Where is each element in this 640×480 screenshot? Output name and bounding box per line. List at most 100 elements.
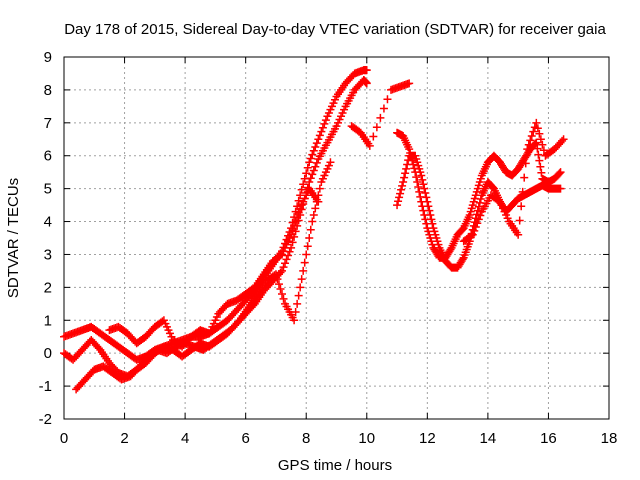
data-point [318, 123, 327, 132]
data-point [535, 129, 544, 138]
series-track-5 [347, 79, 414, 150]
data-point [400, 173, 409, 182]
y-tick-label: 9 [44, 49, 52, 66]
data-point [297, 185, 306, 194]
data-point [312, 139, 321, 148]
data-point [314, 197, 323, 206]
data-point [468, 230, 477, 239]
x-axis-title: GPS time / hours [278, 457, 392, 474]
data-point [362, 66, 371, 75]
data-point [414, 182, 423, 191]
data-point [539, 146, 548, 155]
data-point [315, 184, 324, 193]
data-point [401, 169, 410, 178]
data-point [372, 123, 381, 132]
y-tick-label: 3 [44, 246, 52, 263]
data-point [517, 202, 526, 211]
series-track-8 [459, 118, 568, 246]
data-point [326, 158, 335, 167]
data-point [379, 104, 388, 113]
data-point [526, 136, 535, 145]
data-point [415, 187, 424, 196]
data-point [305, 234, 314, 242]
data-point [555, 169, 564, 178]
data-point [303, 242, 312, 251]
x-tick-label: 4 [181, 430, 189, 447]
data-point [274, 280, 283, 289]
data-point [423, 197, 432, 206]
data-point [276, 285, 285, 294]
data-point [309, 210, 318, 219]
x-tick-label: 12 [419, 430, 436, 447]
data-point [405, 79, 414, 88]
data-point [533, 124, 542, 133]
y-tick-label: 6 [44, 148, 52, 165]
data-point [309, 166, 318, 175]
data-point [559, 135, 568, 144]
data-point [312, 158, 321, 167]
data-point [538, 140, 547, 149]
data-point [294, 208, 303, 217]
data-point [288, 226, 297, 235]
data-point [395, 193, 404, 202]
data-point [281, 259, 290, 268]
data-point [306, 154, 315, 163]
data-point [556, 184, 565, 193]
data-point [421, 189, 430, 198]
data-point [365, 141, 374, 150]
data-point [419, 180, 428, 189]
data-point [420, 184, 429, 193]
data-point [287, 230, 296, 239]
data-point [535, 156, 544, 165]
data-point [288, 238, 297, 247]
data-point [291, 217, 300, 226]
data-point [290, 316, 299, 325]
data-point [527, 131, 536, 140]
data-point [556, 168, 565, 177]
data-point [521, 159, 530, 168]
data-point [369, 132, 378, 141]
data-point [476, 211, 485, 220]
data-point [422, 193, 431, 202]
data-point [520, 173, 529, 182]
data-point [293, 213, 302, 222]
y-tick-label: 8 [44, 82, 52, 99]
data-point [308, 217, 317, 226]
data-point [308, 170, 317, 179]
data-point [470, 226, 479, 235]
ticks [63, 56, 610, 420]
data-point [537, 168, 546, 177]
data-point [303, 163, 312, 172]
data-point [536, 135, 545, 144]
data-point [314, 135, 323, 144]
data-point [305, 158, 314, 167]
data-point [376, 113, 385, 122]
data-point [302, 169, 311, 178]
data-point [534, 150, 543, 159]
data-point [294, 291, 303, 300]
x-tick-label: 8 [302, 430, 310, 447]
x-tick-label: 18 [601, 430, 618, 447]
data-point [299, 180, 308, 189]
data-point [474, 215, 483, 224]
data-point [293, 299, 302, 308]
data-point [284, 251, 293, 260]
data-point [273, 275, 282, 284]
series-track-1 [60, 66, 371, 364]
data-point [515, 216, 524, 225]
data-point [383, 95, 392, 104]
data-point [276, 268, 285, 277]
y-tick-label: -1 [39, 378, 52, 395]
data-point [536, 162, 545, 171]
data-point [404, 156, 413, 165]
data-point [282, 255, 291, 264]
data-point [317, 127, 326, 136]
data-point [290, 221, 299, 230]
data-point [476, 195, 485, 204]
data-point [306, 174, 315, 183]
data-point [412, 173, 421, 182]
data-point [362, 79, 371, 88]
data-point [399, 178, 408, 187]
data-point [424, 202, 433, 211]
data-point [473, 206, 482, 215]
